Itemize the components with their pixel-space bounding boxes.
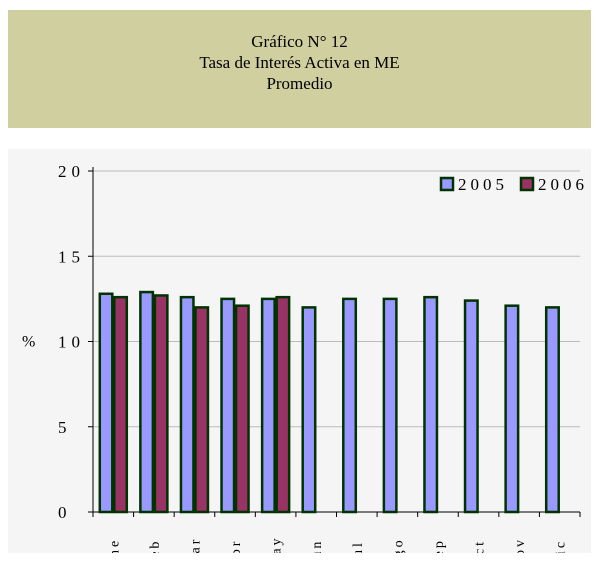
legend-swatch-2006	[519, 176, 535, 192]
chart-title-line-3: Promedio	[266, 74, 333, 93]
bar-2005-abr	[220, 297, 236, 514]
x-tick-label: ago	[391, 537, 406, 553]
y-tick-label: 10	[58, 333, 85, 352]
x-tick-label: abr	[229, 539, 244, 553]
chart-area: 0 5 10 15 20% ene feb mar abr may jun jul ago sep oct n…	[8, 149, 591, 553]
x-tick-label: may	[270, 535, 285, 553]
legend-label-2006: 2006	[538, 175, 588, 194]
y-tick-label: 15	[58, 247, 85, 266]
bar-2006-may	[275, 295, 291, 514]
x-tick-label: oct	[473, 539, 488, 553]
bar-2006-abr	[234, 304, 250, 514]
chart-title-line-1: Gráfico N° 12	[251, 32, 348, 51]
x-tick-label: mar	[188, 537, 203, 553]
bar-2005-may	[260, 297, 276, 514]
x-tick-label: ene	[107, 538, 122, 553]
chart-title-line-2: Tasa de Interés Activa en ME	[199, 53, 400, 72]
bar-2005-ago	[382, 297, 398, 514]
y-tick-label: 0	[58, 503, 72, 522]
bar-2005-jun	[301, 306, 317, 514]
bar-2005-mar	[179, 295, 195, 514]
y-axis-label: %	[22, 334, 35, 351]
bar-2006-ene	[113, 295, 129, 514]
x-tick-label: jul	[351, 540, 366, 553]
y-tick-label: 5	[58, 418, 72, 437]
bar-2005-feb	[139, 290, 155, 514]
bar-2005-ene	[98, 292, 114, 514]
x-tick-label: jun	[310, 539, 325, 553]
x-tick-label: nov	[513, 537, 528, 553]
bar-2005-jul	[342, 297, 358, 514]
y-tick-label: 20	[58, 162, 85, 181]
legend-label-2005: 2005	[458, 175, 508, 194]
x-tick-label: feb	[148, 539, 163, 553]
x-tick-label: dic	[554, 539, 569, 553]
legend-swatch-2005	[439, 176, 455, 192]
bar-chart: 0 5 10 15 20% ene feb mar abr may jun jul ago sep oct n…	[22, 162, 588, 553]
bar-2005-sep	[423, 295, 439, 514]
chart-title-box: Gráfico N° 12 Tasa de Interés Activa en …	[8, 10, 591, 128]
bar-2006-mar	[194, 306, 210, 514]
bar-2006-feb	[153, 294, 169, 514]
x-tick-label: sep	[432, 538, 447, 553]
bar-2005-oct	[463, 299, 479, 514]
bar-2005-nov	[504, 304, 520, 514]
bar-2005-dic	[544, 306, 560, 514]
